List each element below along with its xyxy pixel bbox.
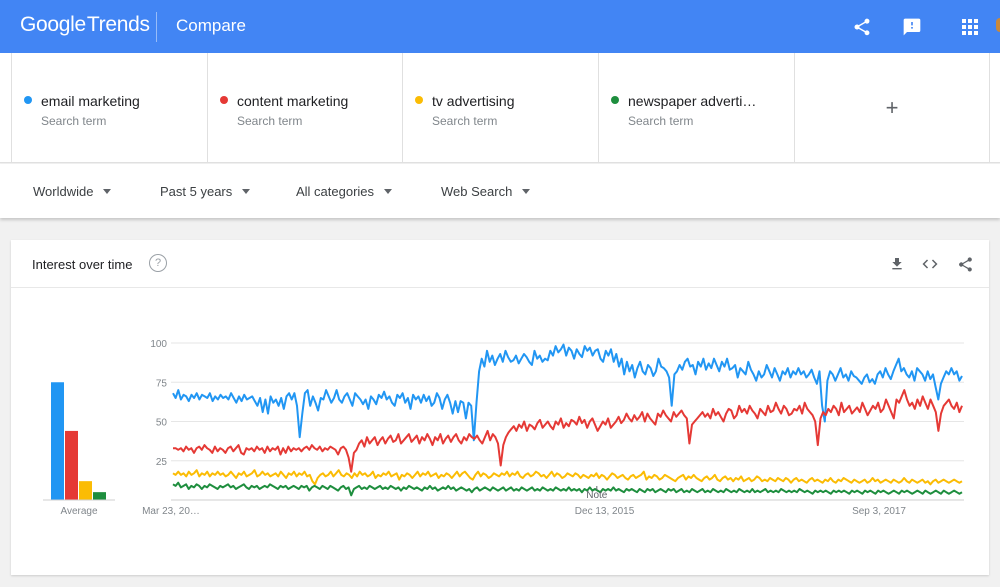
term-email-marketing[interactable]: email marketing Search term xyxy=(11,53,207,163)
y-tick-label: 75 xyxy=(156,378,168,389)
term-type: Search term xyxy=(628,114,694,128)
series-line xyxy=(173,389,963,473)
term-content-marketing[interactable]: content marketing Search term xyxy=(207,53,403,163)
time-range-dropdown[interactable]: Past 5 years xyxy=(160,184,251,199)
search-type-value: Web Search xyxy=(441,184,513,199)
embed-icon[interactable] xyxy=(919,253,941,275)
category-dropdown[interactable]: All categories xyxy=(296,184,393,199)
x-tick-label: Sep 3, 2017 xyxy=(852,506,906,517)
help-icon[interactable]: ? xyxy=(149,254,167,272)
average-label: Average xyxy=(60,506,98,517)
average-bar xyxy=(93,492,106,500)
share-icon[interactable] xyxy=(954,253,976,275)
add-term-button[interactable]: + xyxy=(794,53,990,163)
search-type-dropdown[interactable]: Web Search xyxy=(441,184,531,199)
logo-trends-text: Trends xyxy=(86,13,150,36)
x-tick-label: Dec 13, 2015 xyxy=(575,506,635,517)
caret-down-icon xyxy=(522,189,531,194)
average-bar xyxy=(51,382,64,500)
series-line xyxy=(172,469,963,486)
caret-down-icon xyxy=(103,189,112,194)
average-bar xyxy=(65,430,78,500)
avatar[interactable] xyxy=(996,18,1000,32)
region-dropdown[interactable]: Worldwide xyxy=(33,184,112,199)
series-color-dot xyxy=(611,96,619,104)
region-value: Worldwide xyxy=(33,184,94,199)
series-color-dot xyxy=(415,96,423,104)
series-color-dot xyxy=(24,96,32,104)
caret-down-icon xyxy=(384,189,393,194)
x-tick-label: Mar 23, 20… xyxy=(142,506,200,517)
term-label: newspaper adverti… xyxy=(628,93,757,109)
term-type: Search term xyxy=(432,114,498,128)
term-type: Search term xyxy=(41,114,107,128)
page-title: Compare xyxy=(176,16,246,35)
term-label: content marketing xyxy=(237,93,349,109)
logo-google-text: Google xyxy=(20,13,86,36)
term-tv-advertising[interactable]: tv advertising Search term xyxy=(402,53,598,163)
interest-over-time-card: Interest over time ? Average 25 50 75 100 Ma… xyxy=(11,240,989,575)
card-title: Interest over time xyxy=(32,257,133,272)
search-terms-bar: email marketing Search term content mark… xyxy=(0,53,1000,163)
term-newspaper-advertising[interactable]: newspaper adverti… Search term xyxy=(598,53,794,163)
card-header: Interest over time ? xyxy=(11,240,989,288)
term-label: email marketing xyxy=(41,93,140,109)
top-bar: GoogleTrends Compare xyxy=(0,0,1000,53)
average-bar xyxy=(79,481,92,500)
caret-down-icon xyxy=(242,189,251,194)
series-line xyxy=(172,343,963,442)
apps-icon[interactable] xyxy=(957,14,983,40)
series-color-dot xyxy=(220,96,228,104)
filter-bar: Worldwide Past 5 years All categories We… xyxy=(0,164,1000,218)
term-type: Search term xyxy=(237,114,303,128)
download-icon[interactable] xyxy=(886,253,908,275)
category-value: All categories xyxy=(296,184,375,199)
series-line xyxy=(172,481,963,497)
interest-chart: Average 25 50 75 100 Mar 23, 20… Dec 13, 2015… xyxy=(43,339,964,517)
note-label: Note xyxy=(586,490,608,501)
header-divider xyxy=(156,12,157,42)
y-tick-label: 100 xyxy=(150,339,167,350)
share-icon[interactable] xyxy=(849,14,875,40)
y-tick-label: 50 xyxy=(156,418,168,429)
y-tick-label: 25 xyxy=(156,457,168,468)
google-trends-logo[interactable]: GoogleTrends xyxy=(20,13,150,37)
feedback-icon[interactable] xyxy=(899,14,925,40)
term-label: tv advertising xyxy=(432,93,515,109)
time-range-value: Past 5 years xyxy=(160,184,233,199)
